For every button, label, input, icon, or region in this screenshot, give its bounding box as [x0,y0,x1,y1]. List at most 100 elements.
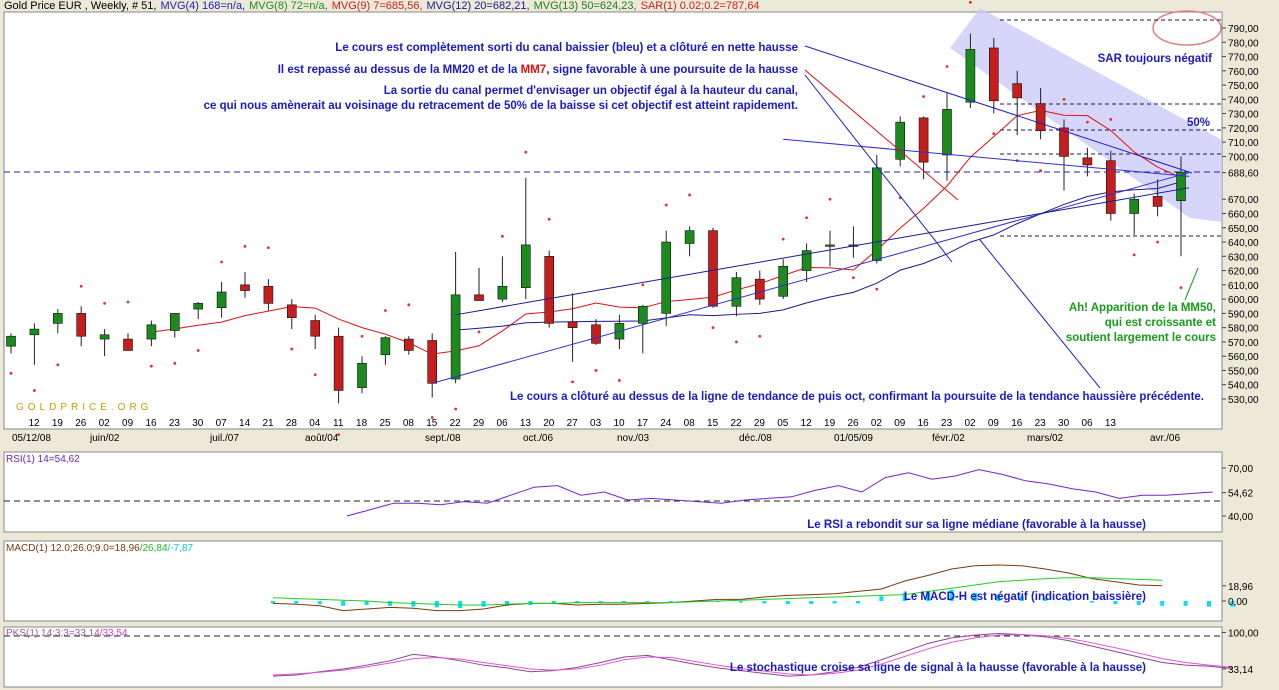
x-day-label: 18 [356,418,368,429]
sar-dot [430,416,434,419]
candle-body [1012,83,1023,99]
stochastic-title-k: PKS(1) 14;3;3=33,14 [6,628,100,639]
macd-histogram-bar [1066,599,1071,601]
sar-dot [337,433,340,437]
rsi-tick-label: 70,00 [1228,464,1253,475]
pointer-line-a2 [804,69,959,201]
candle-body [193,303,203,310]
annotation-mm7: MM7 [521,64,547,76]
macd-histogram-bar [622,601,626,603]
price-tick-label: 620,00 [1228,267,1259,278]
candle-body [520,244,531,288]
candle-body [497,285,508,300]
candle-body [263,285,274,304]
sar-dot [150,364,153,368]
rsi-line [346,469,1213,517]
candle-body [99,334,110,340]
price-tick-label: 700,00 [1228,152,1259,163]
x-day-label: 22 [730,418,742,429]
header-indicator-3: MVG(12) 20=682,21, [426,0,530,12]
x-day-label: 09 [122,418,134,429]
candle-body [333,335,344,391]
trendline-since-oct [432,172,1190,384]
candle-body [965,49,976,103]
price-tick-label: 580,00 [1228,324,1259,335]
candle-body [29,328,40,336]
header-indicator-1: MVG(8) 72=n/a, [249,0,328,12]
x-month-label: nov./03 [617,433,649,444]
candle-body [544,256,555,324]
sar-dot [828,197,832,201]
macd-histogram-bar [739,601,743,603]
macd-title-signal: /26,84 [140,543,168,554]
price-tick-label: 610,00 [1228,281,1259,292]
stochastic-d-line [272,634,1233,676]
x-month-label: déc./08 [739,433,772,444]
x-month-label: sept./08 [425,433,461,444]
price-tick-label: 590,00 [1228,309,1259,320]
x-day-label: 02 [964,418,976,429]
macd-signal-line [272,577,1163,606]
candle-body [1059,127,1069,157]
price-tick-label: 630,00 [1228,252,1259,263]
candle-body [286,304,297,318]
x-month-label: avr./06 [1150,433,1180,444]
stochastic-title: PKS(1) 14;3;3=33,14/33,54 [6,628,128,639]
sar-dot [875,287,879,291]
x-day-label: 19 [824,418,836,429]
price-tick-label: 780,00 [1228,38,1259,49]
sar-dot [641,283,645,287]
x-day-label: 23 [169,418,181,429]
sar-dot [313,373,317,377]
annotation-mm20-mm7: Il est repassé au dessus de la MM20 et d… [278,64,798,76]
price-tick-label: 570,00 [1228,338,1259,349]
header-indicator-2: MVG(9) 7=685,56, [331,0,423,12]
x-day-label: 02 [99,418,111,429]
x-day-label: 19 [52,418,64,429]
candle-body [1152,196,1163,207]
pointer-line-a1 [804,45,1193,174]
sar-dot [735,340,738,344]
stochastic-tick-label: 33,14 [1228,665,1253,676]
sar-dot [571,380,574,384]
sar-dot [524,150,528,154]
stochastic-tick-label: 100,00 [1228,628,1259,639]
candle-body [357,363,367,388]
x-day-label: 11 [333,418,344,429]
x-day-label: 13 [1105,418,1117,429]
stochastic-title-d: /33,54 [100,628,128,639]
x-day-label: 07 [216,418,228,429]
x-day-label: 08 [403,418,415,429]
candle-body [146,324,157,340]
candle-body [1176,171,1186,201]
macd-histogram-bar [809,601,814,605]
x-day-label: 22 [450,418,462,429]
macd-histogram-bar [598,601,603,603]
macd-histogram-bar [832,601,837,604]
candle-body [380,337,391,356]
candle-body [754,278,765,300]
candle-body [310,320,321,337]
sar-dot [384,309,387,312]
candle-body [6,335,16,347]
sar-dot [805,216,808,220]
sar-dot [501,234,504,238]
macd-histogram-bar [996,594,1001,601]
annotation-objective-line2: ce qui nous amènerait au voisinage du re… [204,100,798,112]
macd-title: MACD(1) 12.0;26.0;9.0=18,96/26,84/-7,87 [6,543,194,554]
x-day-label: 25 [379,418,391,429]
x-day-label: 16 [918,418,930,429]
macd-histogram-bar [364,601,369,605]
macd-histogram-bar [481,601,486,607]
x-month-label: juin/02 [89,433,120,444]
candle-body [450,294,461,380]
sar-dot [1132,253,1136,257]
x-month-label: 01/05/09 [834,433,873,444]
sar-dot [290,347,294,351]
candle-body [825,244,835,247]
macd-histogram-bar [856,601,860,604]
price-tick-label: 710,00 [1228,138,1259,149]
sar-dot [103,301,106,305]
macd-histogram-bar [1113,601,1118,605]
